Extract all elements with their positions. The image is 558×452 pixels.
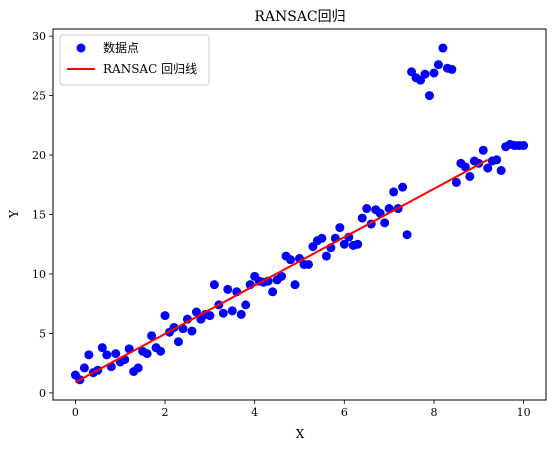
plot-area	[52, 28, 547, 401]
data-point	[465, 171, 475, 181]
legend-marker-points	[76, 43, 86, 53]
y-tick-label: 10	[32, 268, 46, 281]
legend: 数据点 RANSAC 回归线	[59, 34, 210, 86]
y-tick-label: 25	[32, 90, 46, 103]
chart-title: RANSAC回归	[254, 8, 345, 25]
data-point	[290, 280, 300, 290]
data-point	[277, 271, 287, 281]
data-point	[420, 69, 430, 79]
data-point	[223, 284, 233, 294]
data-point	[191, 307, 201, 317]
data-point	[398, 182, 408, 192]
data-point	[84, 350, 94, 360]
data-point	[147, 331, 157, 341]
y-tick-label: 30	[32, 30, 46, 43]
data-point	[205, 311, 215, 321]
data-point	[362, 204, 372, 214]
data-point	[429, 68, 439, 78]
y-axis-label: Y	[7, 209, 21, 219]
data-point	[160, 311, 170, 321]
data-marks	[70, 43, 529, 385]
y-tick-label: 20	[32, 149, 46, 162]
data-point	[321, 251, 331, 261]
data-point	[496, 166, 506, 176]
data-point	[357, 213, 367, 223]
data-point	[353, 239, 363, 249]
data-point	[402, 230, 412, 240]
data-point	[335, 223, 345, 233]
x-tick-label: 0	[72, 406, 79, 419]
y-tick-label: 5	[39, 327, 46, 340]
y-axis-ticks: 0 5 10 15 20 25 30	[32, 30, 53, 400]
data-point	[317, 233, 327, 243]
data-point	[447, 64, 457, 74]
data-point	[79, 363, 89, 373]
data-point	[218, 308, 228, 318]
x-tick-label: 10	[517, 406, 531, 419]
data-point	[380, 218, 390, 228]
data-point	[389, 187, 399, 197]
data-point	[303, 259, 313, 269]
data-point	[492, 155, 502, 165]
legend-box	[59, 34, 210, 86]
data-point	[433, 60, 443, 70]
y-tick-label: 0	[39, 387, 46, 400]
data-point	[451, 177, 461, 187]
data-point	[236, 309, 246, 319]
y-tick-label: 15	[32, 209, 46, 222]
data-point	[187, 326, 197, 336]
data-point	[209, 280, 219, 290]
legend-label-line: RANSAC 回归线	[103, 62, 197, 76]
data-point	[227, 306, 237, 316]
data-point	[268, 287, 278, 297]
data-point	[339, 239, 349, 249]
data-point	[156, 346, 166, 356]
x-tick-label: 8	[430, 406, 437, 419]
data-point	[173, 337, 183, 347]
data-point	[142, 349, 152, 359]
x-axis-ticks: 0 2 4 6 8 10	[72, 400, 531, 419]
x-tick-label: 4	[251, 406, 258, 419]
data-point	[438, 43, 448, 53]
data-point	[519, 141, 529, 151]
data-point	[424, 91, 434, 101]
data-point	[286, 255, 296, 265]
x-axis-label: X	[296, 427, 305, 441]
x-tick-label: 2	[162, 406, 169, 419]
x-tick-label: 6	[341, 406, 348, 419]
data-point	[111, 349, 121, 359]
data-point	[241, 300, 251, 310]
data-point	[97, 343, 107, 353]
data-point	[478, 145, 488, 155]
data-point	[102, 350, 112, 360]
ransac-regression-line	[74, 158, 489, 384]
data-point	[133, 363, 143, 373]
data-point	[460, 162, 470, 172]
data-point	[483, 163, 493, 173]
legend-label-points: 数据点	[103, 40, 139, 55]
